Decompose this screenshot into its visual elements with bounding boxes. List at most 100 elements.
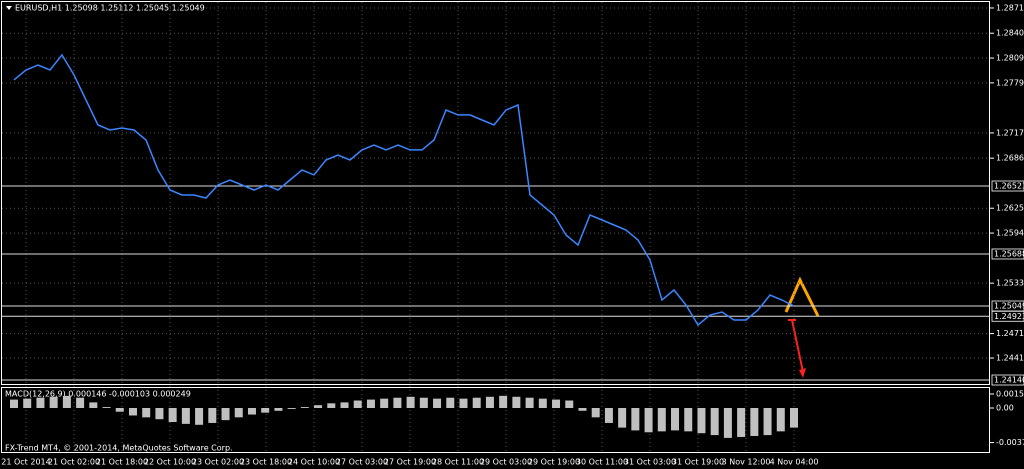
histogram-bar — [485, 396, 494, 408]
histogram-bar — [89, 402, 98, 408]
x-tick-label: 21 Oct 2014 — [1, 458, 50, 467]
x-tick-label: 29 Oct 19:00 — [528, 458, 580, 467]
histogram-bar — [604, 407, 613, 423]
histogram-bar — [538, 398, 547, 408]
histogram-bar — [23, 398, 32, 408]
macd-panel — [1, 387, 990, 453]
histogram-bar — [102, 407, 111, 408]
histogram-bar — [763, 407, 772, 436]
histogram-bar — [168, 407, 177, 423]
menu-arrow[interactable] — [6, 6, 12, 10]
histogram-bar — [723, 407, 732, 438]
y-tick-label: -0.00370 — [996, 438, 1024, 447]
histogram-bar — [274, 407, 283, 411]
x-tick-label: 31 Oct 03:00 — [624, 458, 676, 467]
x-tick-label: 27 Oct 03:00 — [336, 458, 388, 467]
histogram-bar — [565, 400, 574, 408]
y-tick-label: 1.28400 — [996, 29, 1024, 38]
histogram-bar — [181, 407, 190, 424]
x-tick-label: 30 Oct 11:00 — [576, 458, 628, 467]
y-tick-label: 1.26250 — [996, 204, 1024, 213]
histogram-bar — [737, 407, 746, 437]
histogram-bar — [353, 400, 362, 408]
x-tick-label: 21 Oct 18:00 — [96, 458, 148, 467]
histogram-bar — [684, 407, 693, 432]
histogram-bar — [419, 397, 428, 408]
histogram-bar — [221, 407, 230, 421]
histogram-bar — [499, 395, 508, 408]
histogram-bar — [750, 407, 759, 437]
forecast-arrow-head — [799, 368, 806, 378]
histogram-bar — [380, 398, 389, 408]
histogram-bar — [340, 402, 349, 408]
histogram-bar — [631, 407, 640, 431]
price-level-label: 1.24140 — [994, 376, 1024, 385]
histogram-bar — [433, 398, 442, 408]
histogram-bar — [644, 407, 653, 433]
y-tick-label: 1.25330 — [996, 279, 1024, 288]
price-level-label: 1.25688 — [994, 249, 1024, 258]
price-level-label: 1.26523 — [994, 182, 1024, 191]
y-tick-label: 1.28710 — [996, 3, 1024, 12]
histogram-bar — [128, 407, 137, 416]
histogram-bar — [512, 396, 521, 408]
histogram-bar — [76, 397, 85, 408]
histogram-bar — [261, 407, 270, 413]
price-level-box — [991, 310, 1024, 322]
histogram-bar — [195, 407, 204, 425]
y-tick-label: 0.00 — [996, 403, 1014, 412]
histogram-bar — [142, 407, 151, 418]
x-tick-label: 24 Oct 10:00 — [288, 458, 340, 467]
histogram-bar — [406, 396, 415, 408]
histogram-bar — [366, 399, 375, 408]
histogram-bar — [790, 407, 798, 428]
price-level-label: 1.24923 — [994, 312, 1024, 321]
x-tick-label: 28 Oct 11:00 — [432, 458, 484, 467]
price-level-label: 1.25049 — [994, 302, 1024, 311]
y-tick-label: 1.27790 — [996, 78, 1024, 87]
histogram-bar — [472, 397, 481, 408]
histogram-bar — [671, 407, 680, 431]
forecast-arrow — [788, 319, 804, 373]
price-panel — [1, 1, 990, 385]
x-tick-label: 4 Nov 04:00 — [770, 458, 819, 467]
y-tick-label: 1.26865 — [996, 154, 1024, 163]
x-tick-label: 31 Oct 19:00 — [672, 458, 724, 467]
histogram-bar — [62, 395, 71, 408]
y-tick-label: 1.25945 — [996, 229, 1024, 238]
histogram-bar — [36, 397, 45, 408]
histogram-bar — [314, 405, 323, 408]
histogram-bar — [776, 407, 785, 432]
price-level-box — [991, 374, 1024, 386]
price-level-box — [991, 180, 1024, 192]
histogram-bar — [446, 397, 455, 408]
forecast-zigzag — [784, 276, 820, 317]
histogram-bar — [697, 407, 706, 434]
histogram-bar — [327, 403, 336, 408]
histogram-bar — [657, 407, 666, 432]
y-tick-label: 1.24410 — [996, 354, 1024, 363]
footer: FX-Trend MT4, © 2001-2014, MetaQuotes So… — [5, 444, 233, 453]
histogram-bar — [234, 407, 243, 418]
histogram-bar — [578, 407, 587, 411]
histogram-bar — [10, 399, 18, 408]
y-tick-label: 1.24710 — [996, 329, 1024, 338]
histogram-bar — [49, 396, 58, 408]
x-tick-label: 22 Oct 10:00 — [144, 458, 196, 467]
price-line — [13, 53, 795, 327]
histogram-bar — [393, 397, 402, 408]
y-tick-label: 1.27175 — [996, 128, 1024, 137]
histogram-bar — [155, 407, 164, 420]
y-tick-label: 1.28095 — [996, 54, 1024, 63]
histogram-bar — [459, 398, 468, 408]
x-tick-label: 23 Oct 02:00 — [192, 458, 244, 467]
histogram-bar — [208, 407, 217, 423]
histogram-bar — [710, 407, 719, 436]
histogram-bar — [287, 407, 296, 409]
symbol-title: EURUSD,H1 1.25098 1.25112 1.25045 1.2504… — [15, 4, 205, 13]
histogram-bar — [300, 407, 309, 408]
x-tick-label: 23 Oct 18:00 — [240, 458, 292, 467]
histogram-bar — [591, 407, 600, 418]
